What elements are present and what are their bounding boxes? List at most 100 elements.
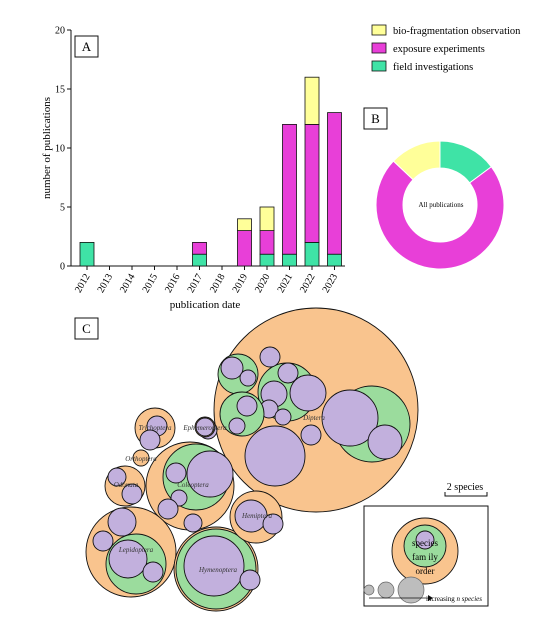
- circle-groups: [85, 307, 419, 612]
- species-circle: [239, 369, 257, 387]
- key-increasing-label: increasing n species: [426, 595, 482, 603]
- y-tick-label: 20: [55, 26, 65, 37]
- legend-label: field investigations: [393, 62, 473, 73]
- species-circle: [183, 535, 245, 597]
- species-circle: [186, 450, 234, 498]
- species-circle: [108, 539, 148, 579]
- species-circle: [236, 395, 258, 417]
- species-circle: [239, 569, 261, 591]
- bar-exposure-2021: [282, 124, 297, 255]
- species-circle: [289, 374, 327, 412]
- species-circle: [277, 362, 299, 384]
- species-circle: [220, 356, 244, 380]
- key-order-label: order: [416, 566, 435, 576]
- legend-label: exposure experiments: [393, 44, 485, 55]
- order-circle: [132, 449, 150, 467]
- species-circle: [195, 417, 215, 437]
- bar-chart-bars: [79, 76, 342, 267]
- x-tick-label: 2019: [231, 272, 251, 295]
- panel-c-label: C: [82, 321, 91, 336]
- order-labels: Diptera Coleoptera Lepidoptera Hymenoptera H…: [114, 414, 326, 574]
- donut-slice-exposure: [375, 160, 505, 270]
- species-circle: [121, 483, 143, 505]
- species-circle: [228, 417, 246, 435]
- donut-slices: [375, 140, 505, 270]
- species-circle: [142, 561, 164, 583]
- species-circle: [321, 389, 379, 447]
- bar-exposure-2019: [237, 230, 252, 267]
- x-tick-label: 2015: [141, 272, 161, 295]
- order-label: Lepidoptera: [118, 546, 154, 554]
- bar-exposure-2022: [304, 124, 320, 243]
- x-tick-label: 2018: [208, 272, 228, 295]
- y-tick-label: 5: [60, 203, 65, 214]
- panel-b-label: B: [371, 111, 380, 126]
- species-circle: [244, 425, 306, 487]
- bar-exposure-2020: [259, 230, 275, 255]
- order-label: Hymenoptera: [198, 566, 238, 574]
- species-circle: [92, 530, 114, 552]
- bar-field-2012: [79, 241, 95, 267]
- order-label: Ephemeroptera: [182, 424, 227, 432]
- bar-field-2021: [282, 253, 297, 267]
- key: [363, 517, 459, 604]
- x-tick-label: 2022: [298, 272, 318, 295]
- donut-center-label: All publications: [419, 201, 464, 209]
- bar-bio-2019: [237, 218, 252, 232]
- key-size-large: [397, 576, 425, 604]
- x-tick-label: 2016: [163, 272, 183, 295]
- key-size-medium: [377, 581, 395, 599]
- legend-swatch: [371, 60, 387, 72]
- bar-bio-2020: [259, 206, 275, 232]
- species-circle: [262, 513, 284, 535]
- panel-a-label: A: [82, 39, 92, 54]
- scale-bar: [444, 492, 488, 497]
- bar-field-2023: [327, 253, 342, 267]
- x-tick-label: 2021: [276, 272, 296, 295]
- species-circle: [157, 498, 179, 520]
- key-species-label: species: [412, 538, 438, 548]
- bar-exposure-2017: [192, 241, 207, 255]
- species-circle: [274, 408, 292, 426]
- order-label: Diptera: [302, 414, 325, 422]
- panel-c-box: [74, 317, 99, 340]
- species-circle: [107, 507, 137, 537]
- key-species-circle: [415, 530, 435, 550]
- species-circle: [300, 424, 322, 446]
- bar-bio-2022: [304, 76, 320, 125]
- x-tick-label: 2014: [118, 272, 138, 295]
- species-circle: [183, 513, 203, 533]
- order-label: Hemiptera: [241, 512, 272, 520]
- y-tick-label: 15: [55, 85, 65, 96]
- species-circle: [259, 346, 281, 368]
- species-circle: [367, 424, 403, 460]
- scale-label: 2 species: [447, 482, 483, 493]
- x-tick-label: 2012: [73, 272, 93, 295]
- panel-a-box: [74, 35, 99, 58]
- legend-swatch: [371, 42, 387, 54]
- x-axis-title: publication date: [170, 299, 241, 311]
- y-axis-title: number of publications: [41, 97, 53, 199]
- order-label: Coleoptera: [177, 481, 209, 489]
- species-circle: [139, 429, 161, 451]
- bar-field-2017: [192, 253, 207, 267]
- key-family-label: fam ily: [412, 552, 438, 562]
- x-tick-label: 2013: [96, 272, 116, 295]
- y-tick-label: 10: [55, 144, 65, 155]
- order-label: Odonata: [114, 481, 139, 489]
- bar-exposure-2023: [327, 112, 342, 255]
- x-tick-label: 2017: [186, 272, 206, 295]
- species-circle: [165, 462, 187, 484]
- order-label: Trichoptera: [138, 424, 172, 432]
- legend-swatch: [371, 24, 387, 36]
- key-arrow-head: [428, 595, 433, 601]
- panel-b-box: [363, 107, 388, 130]
- legend: bio-fragmentation observation exposure ex…: [371, 24, 521, 73]
- x-tick-label: 2023: [321, 272, 341, 295]
- donut-slice-bio: [392, 140, 441, 181]
- order-label: Orthoptera: [125, 455, 157, 463]
- y-tick-label: 0: [60, 262, 65, 273]
- bar-field-2022: [304, 241, 320, 267]
